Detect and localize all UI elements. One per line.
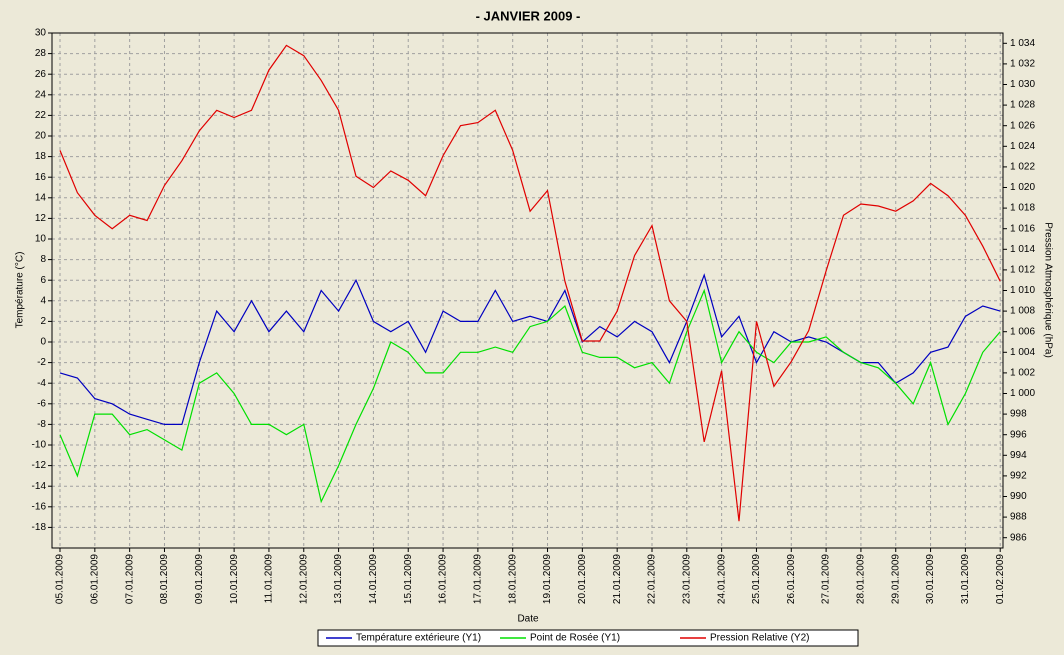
y2-tick-label: 1 032	[1010, 59, 1035, 70]
x-axis-label: Date	[517, 614, 539, 625]
x-tick-label: 10.01.2009	[229, 554, 240, 604]
y2-tick-label: 1 000	[1010, 388, 1035, 399]
x-tick-label: 19.01.2009	[542, 554, 553, 604]
y-tick-label: -10	[32, 440, 47, 451]
y2-tick-label: 994	[1010, 450, 1027, 461]
series-line	[59, 288, 1001, 504]
legend-box	[317, 629, 859, 647]
y-tick-label: 28	[35, 48, 47, 59]
x-tick-label: 21.01.2009	[612, 554, 623, 604]
x-tick-label: 05.01.2009	[55, 554, 66, 604]
y2-tick-label: 1 022	[1010, 162, 1035, 173]
series-line	[59, 44, 1001, 522]
y2-tick-label: 1 024	[1010, 141, 1035, 152]
x-tick-label: 26.01.2009	[786, 554, 797, 604]
y-tick-label: 18	[35, 151, 47, 162]
x-tick-label: 29.01.2009	[890, 554, 901, 604]
plot-frame	[51, 32, 1004, 549]
y2-tick-label: 1 020	[1010, 182, 1035, 193]
y-tick-label: 4	[40, 295, 46, 306]
y-tick-label: -12	[32, 460, 47, 471]
y-tick-label: 14	[35, 192, 47, 203]
x-tick-label: 17.01.2009	[473, 554, 484, 604]
y-tick-label: -6	[37, 398, 46, 409]
y2-tick-label: 1 002	[1010, 368, 1035, 379]
x-tick-label: 15.01.2009	[403, 554, 414, 604]
y2-tick-label: 1 034	[1010, 38, 1035, 49]
x-tick-label: 08.01.2009	[159, 554, 170, 604]
x-tick-label: 28.01.2009	[856, 554, 867, 604]
y-tick-label: -2	[37, 357, 46, 368]
y-tick-label: 22	[35, 110, 47, 121]
x-tick-label: 24.01.2009	[716, 554, 727, 604]
x-tick-label: 13.01.2009	[333, 554, 344, 604]
y-tick-label: 12	[35, 213, 47, 224]
y2-tick-label: 1 008	[1010, 306, 1035, 317]
y-tick-label: -4	[37, 378, 46, 389]
y2-tick-label: 1 016	[1010, 223, 1035, 234]
y-tick-label: -14	[32, 481, 47, 492]
y2-tick-label: 1 030	[1010, 79, 1035, 90]
y2-tick-label: 996	[1010, 429, 1027, 440]
y-tick-label: 0	[40, 337, 46, 348]
y2-tick-label: 990	[1010, 491, 1027, 502]
x-tick-label: 16.01.2009	[438, 554, 449, 604]
y2-tick-label: 1 010	[1010, 285, 1035, 296]
x-tick-label: 20.01.2009	[577, 554, 588, 604]
y-tick-label: 8	[40, 254, 46, 265]
chart-title: - JANVIER 2009 -	[476, 8, 581, 23]
y2-tick-label: 998	[1010, 409, 1027, 420]
x-tick-label: 22.01.2009	[647, 554, 658, 604]
legend-label: Température extérieure (Y1)	[356, 633, 481, 644]
y2-tick-label: 988	[1010, 512, 1027, 523]
y-axis-label: Température (°C)	[15, 252, 26, 329]
legend-label: Pression Relative (Y2)	[710, 633, 809, 644]
x-tick-label: 07.01.2009	[124, 554, 135, 604]
x-tick-label: 06.01.2009	[89, 554, 100, 604]
y-tick-label: -18	[32, 522, 47, 533]
y2-tick-label: 986	[1010, 532, 1027, 543]
x-tick-label: 14.01.2009	[368, 554, 379, 604]
y-tick-label: 16	[35, 172, 47, 183]
x-tick-label: 11.01.2009	[264, 554, 275, 604]
y2-tick-label: 992	[1010, 471, 1027, 482]
y-tick-label: 10	[35, 234, 47, 245]
x-tick-label: 18.01.2009	[507, 554, 518, 604]
y-tick-label: -8	[37, 419, 46, 430]
x-tick-label: 23.01.2009	[681, 554, 692, 604]
x-tick-label: 01.02.2009	[995, 554, 1006, 604]
y2-tick-label: 1 006	[1010, 326, 1035, 337]
y2-tick-label: 1 012	[1010, 265, 1035, 276]
y2-tick-label: 1 014	[1010, 244, 1035, 255]
y2-axis-label: Pression Atmosphérique (hPa)	[1042, 222, 1053, 358]
y-tick-label: 26	[35, 69, 47, 80]
y2-tick-label: 1 026	[1010, 120, 1035, 131]
series-line	[59, 273, 1001, 425]
y-tick-label: 2	[40, 316, 46, 327]
x-tick-label: 25.01.2009	[751, 554, 762, 604]
y-tick-label: 6	[40, 275, 46, 286]
x-tick-label: 30.01.2009	[925, 554, 936, 604]
y-tick-label: 30	[35, 28, 47, 39]
legend-label: Point de Rosée (Y1)	[530, 633, 620, 644]
y-tick-label: -16	[32, 501, 47, 512]
y-tick-label: 20	[35, 131, 47, 142]
x-tick-label: 27.01.2009	[821, 554, 832, 604]
y-tick-label: 24	[35, 89, 47, 100]
y2-tick-label: 1 004	[1010, 347, 1035, 358]
x-tick-label: 31.01.2009	[960, 554, 971, 604]
y2-tick-label: 1 028	[1010, 100, 1035, 111]
y2-tick-label: 1 018	[1010, 203, 1035, 214]
x-tick-label: 09.01.2009	[194, 554, 205, 604]
x-tick-label: 12.01.2009	[298, 554, 309, 604]
